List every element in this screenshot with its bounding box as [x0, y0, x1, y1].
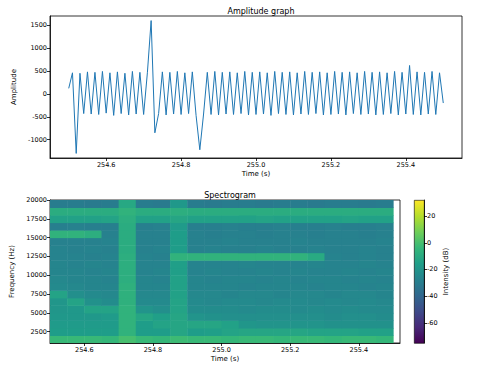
svg-text:5000: 5000 [30, 309, 47, 317]
svg-text:17500: 17500 [26, 215, 47, 223]
svg-text:-20: -20 [427, 265, 438, 273]
svg-text:255.2: 255.2 [281, 346, 300, 354]
svg-text:254.6: 254.6 [75, 346, 94, 354]
svg-text:-40: -40 [427, 292, 438, 300]
svg-text:-500: -500 [32, 113, 47, 121]
svg-text:Amplitude graph: Amplitude graph [228, 7, 295, 16]
svg-text:20: 20 [427, 212, 435, 220]
svg-text:7500: 7500 [30, 290, 47, 298]
svg-text:Time (s): Time (s) [210, 355, 240, 363]
svg-text:254.6: 254.6 [97, 161, 116, 169]
svg-text:Intensity (dB): Intensity (dB) [442, 248, 450, 296]
svg-text:255.0: 255.0 [247, 161, 266, 169]
svg-text:2500: 2500 [30, 328, 47, 336]
svg-text:-1000: -1000 [28, 136, 47, 144]
svg-text:1000: 1000 [30, 44, 47, 52]
svg-text:10000: 10000 [26, 271, 47, 279]
svg-text:254.8: 254.8 [172, 161, 191, 169]
svg-text:0: 0 [43, 90, 47, 98]
svg-text:12500: 12500 [26, 252, 47, 260]
svg-text:500: 500 [35, 67, 47, 75]
svg-text:255.4: 255.4 [350, 346, 369, 354]
svg-text:255.2: 255.2 [322, 161, 341, 169]
svg-text:255.0: 255.0 [212, 346, 231, 354]
svg-text:Frequency (Hz): Frequency (Hz) [8, 245, 16, 298]
svg-text:1500: 1500 [30, 21, 47, 29]
svg-text:255.4: 255.4 [397, 161, 416, 169]
svg-text:Time (s): Time (s) [241, 170, 271, 178]
svg-text:15000: 15000 [26, 234, 47, 242]
svg-text:-60: -60 [427, 319, 438, 327]
svg-text:254.8: 254.8 [144, 346, 163, 354]
svg-text:Amplitude: Amplitude [10, 69, 18, 105]
svg-text:20000: 20000 [26, 196, 47, 204]
svg-text:Spectrogram: Spectrogram [204, 191, 256, 200]
svg-text:0: 0 [427, 239, 431, 247]
